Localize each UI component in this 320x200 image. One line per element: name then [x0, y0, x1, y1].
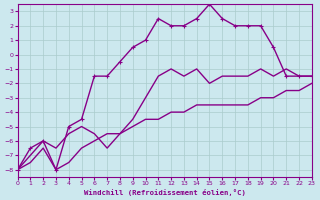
X-axis label: Windchill (Refroidissement éolien,°C): Windchill (Refroidissement éolien,°C) [84, 189, 246, 196]
